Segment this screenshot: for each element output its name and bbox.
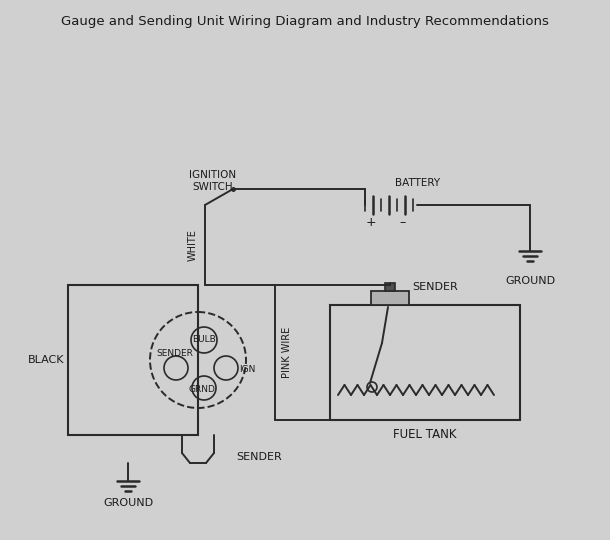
Text: GRND: GRND xyxy=(188,384,215,394)
Text: PINK WIRE: PINK WIRE xyxy=(282,326,292,377)
Text: +: + xyxy=(365,217,376,230)
Text: –: – xyxy=(400,217,406,230)
Bar xyxy=(371,291,409,305)
Bar xyxy=(385,283,395,291)
Text: IGNITION: IGNITION xyxy=(190,170,237,180)
Text: Gauge and Sending Unit Wiring Diagram and Industry Recommendations: Gauge and Sending Unit Wiring Diagram an… xyxy=(61,16,549,29)
Text: GROUND: GROUND xyxy=(103,498,153,508)
Text: GROUND: GROUND xyxy=(505,276,555,286)
Text: SWITCH: SWITCH xyxy=(193,182,233,192)
Text: WHITE: WHITE xyxy=(188,229,198,261)
Text: BULB: BULB xyxy=(192,335,216,345)
Text: SENDER: SENDER xyxy=(412,282,458,292)
Text: BATTERY: BATTERY xyxy=(395,178,440,188)
Text: SENDER: SENDER xyxy=(157,349,193,359)
Text: FUEL TANK: FUEL TANK xyxy=(393,428,457,441)
Text: IGN: IGN xyxy=(239,364,256,374)
Bar xyxy=(68,285,198,435)
Bar xyxy=(330,305,520,420)
Text: SENDER: SENDER xyxy=(236,452,282,462)
Text: BLACK: BLACK xyxy=(27,355,64,365)
